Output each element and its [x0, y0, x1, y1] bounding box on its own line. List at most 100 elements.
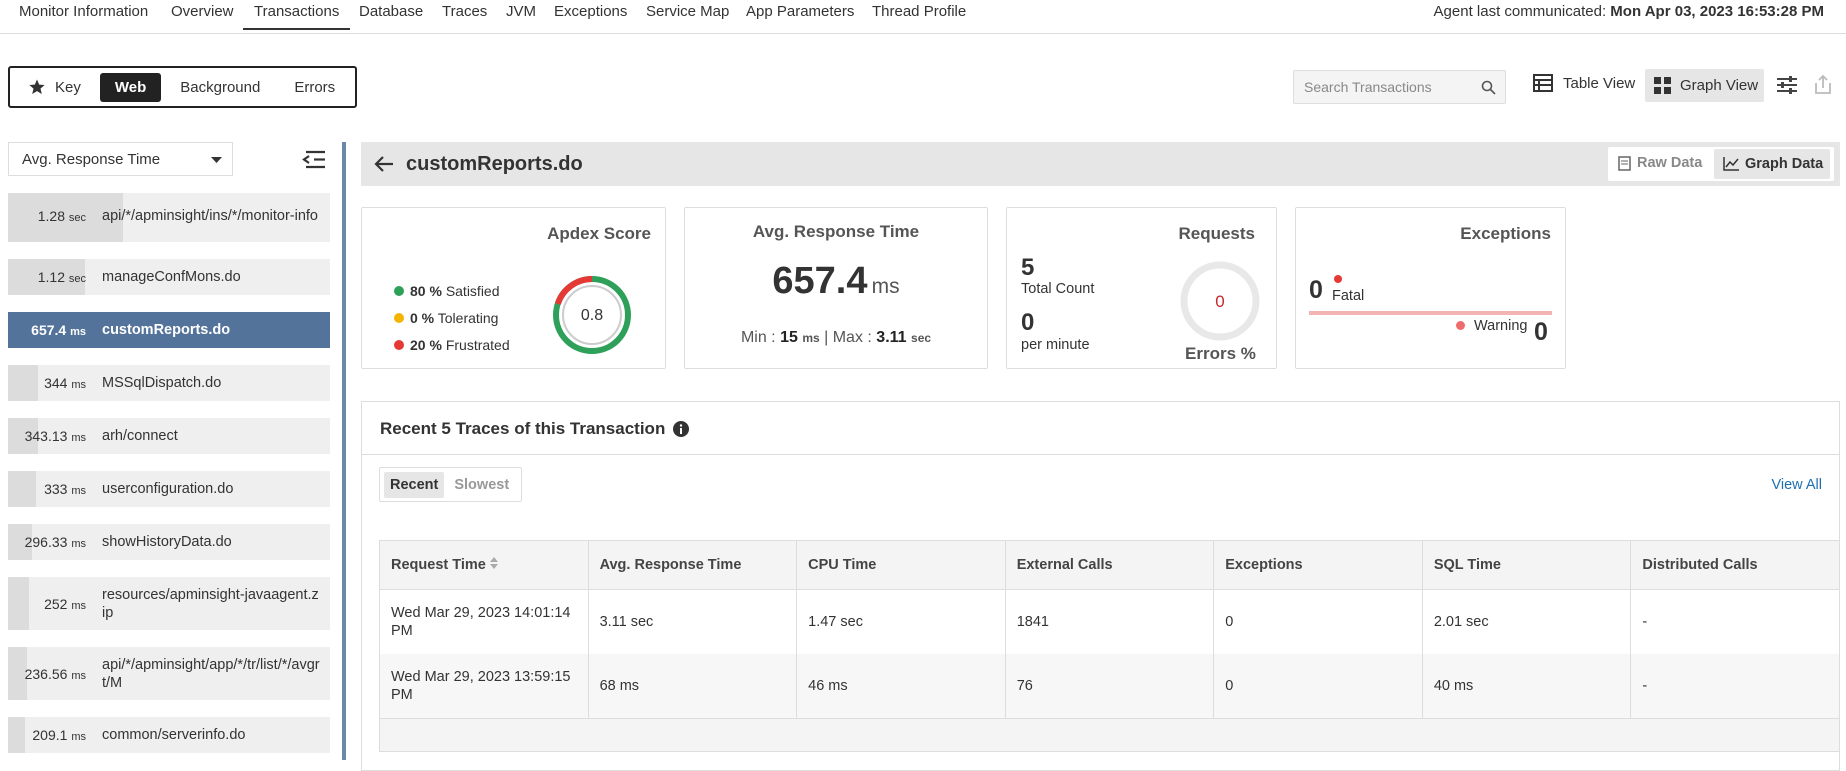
row-name: arh/connect — [102, 428, 178, 444]
chart-icon — [1723, 157, 1739, 171]
table-cell: 40 ms — [1421, 654, 1632, 719]
value: 343.13 — [24, 428, 68, 444]
unit: ms — [70, 326, 86, 338]
transaction-row[interactable]: 209.1 ms common/serverinfo.do — [8, 717, 330, 753]
filter-button[interactable]: Background — [165, 73, 275, 102]
nav-tab[interactable]: Service Map — [646, 3, 730, 20]
table-cell: 0 — [1213, 589, 1423, 654]
transaction-row[interactable]: 343.13 ms arh/connect — [8, 418, 330, 454]
search-box[interactable]: Search Transactions — [1293, 70, 1506, 104]
table-cell: - — [1630, 589, 1840, 654]
transaction-row[interactable]: 1.12 sec manageConfMons.do — [8, 259, 330, 295]
info-icon[interactable] — [673, 421, 690, 437]
row-value: 1.28 sec — [8, 208, 102, 224]
row-name: MSSqlDispatch.do — [102, 375, 222, 391]
legend-dot — [394, 340, 404, 350]
row-name: resources/apminsight-javaagent.zip — [102, 586, 319, 621]
requests-card: Requests 5 Total Count 0 per minute 0 Er… — [1006, 207, 1277, 369]
card-title: Requests — [1178, 224, 1255, 243]
traces-table: Request Time Avg. Response Time CPU Time E… — [379, 540, 1840, 752]
column-header[interactable]: Request Time — [379, 540, 589, 590]
filter-label: Web — [114, 78, 147, 96]
header-row: Request Time Avg. Response Time CPU Time E… — [379, 540, 1840, 590]
nav-tab[interactable]: JVM — [506, 3, 536, 20]
table-view-button[interactable]: Table View — [1533, 74, 1635, 92]
table-icon — [1533, 74, 1553, 92]
table-cell: 3.11 sec — [587, 589, 798, 654]
value: 252 — [44, 595, 68, 612]
nav-tab[interactable]: App Parameters — [746, 3, 855, 20]
transaction-row[interactable]: 252 ms resources/apminsight-javaagent.zip — [8, 577, 330, 630]
column-label: External Calls — [1016, 557, 1113, 573]
settings-icon[interactable] — [1777, 76, 1797, 94]
filter-label: Background — [180, 78, 261, 96]
raw-data-label: Raw Data — [1637, 155, 1703, 171]
value: 296.33 — [24, 534, 68, 550]
nav-tab[interactable]: Traces — [442, 3, 488, 20]
legend-label: Tolerating — [437, 310, 499, 326]
graph-view-button[interactable]: Graph View — [1645, 69, 1764, 102]
column-header: Distributed Calls — [1630, 540, 1840, 590]
legend-dot — [394, 286, 404, 296]
apdex-ring: 0.8 — [553, 276, 631, 354]
filter-button[interactable]: Errors — [279, 73, 350, 102]
table-cell: Wed Mar 29, 2023 14:01:14 PM — [379, 589, 589, 654]
trace-tabs: Recent Slowest — [379, 467, 522, 502]
table-footer — [379, 718, 1840, 752]
value: 1.28 — [37, 207, 65, 224]
sort-dropdown[interactable]: Avg. Response Time — [8, 142, 233, 176]
card-title: Avg. Response Time — [752, 222, 920, 241]
nav-tab[interactable]: Thread Profile — [872, 3, 967, 20]
view-all-link[interactable]: View All — [1771, 477, 1822, 493]
graph-data-button[interactable]: Graph Data — [1714, 149, 1830, 179]
fatal-dot — [1334, 275, 1342, 283]
nav-tab[interactable]: Exceptions — [554, 3, 628, 20]
row-value: 209.1 ms — [8, 727, 102, 743]
agent-label: Agent last communicated: — [1433, 3, 1607, 20]
row-name: manageConfMons.do — [102, 269, 241, 285]
nav-tab[interactable]: Database — [359, 3, 424, 20]
transaction-row[interactable]: 296.33 ms showHistoryData.do — [8, 524, 330, 560]
row-fill — [8, 193, 123, 242]
max-label: Max : — [832, 329, 872, 346]
value: 1.12 — [37, 269, 65, 285]
filter-label: Errors — [294, 78, 336, 96]
table-row: Wed Mar 29, 2023 13:59:15 PM 68 ms 46 ms 76… — [379, 654, 1840, 719]
transaction-row[interactable]: 1.28 sec api/*/apminsight/ins/*/monitor-i… — [8, 193, 330, 242]
value: 344 — [44, 375, 68, 391]
transaction-row[interactable]: 657.4 ms customReports.do — [8, 312, 330, 348]
search-placeholder: Search Transactions — [1304, 79, 1432, 95]
value: 657.4 — [31, 322, 67, 338]
min-max: Min : 15 ms | Max : 3.11 sec — [740, 329, 932, 346]
back-icon[interactable] — [374, 155, 394, 173]
export-icon[interactable] — [1814, 74, 1832, 95]
transaction-row[interactable]: 344 ms MSSqlDispatch.do — [8, 365, 330, 401]
transaction-row[interactable]: 236.56 ms api/*/apminsight/app/*/tr/list/… — [8, 647, 330, 700]
warning-dot — [1456, 321, 1465, 330]
row-name: customReports.do — [102, 322, 231, 338]
trace-tab[interactable]: Recent — [384, 471, 445, 498]
errors-value: 0 — [1215, 292, 1224, 311]
row-value: 343.13 ms — [8, 428, 102, 444]
table-view-label: Table View — [1563, 74, 1636, 92]
trace-tab[interactable]: Slowest — [454, 476, 510, 493]
nav-tab[interactable]: Monitor Information — [19, 3, 149, 20]
transaction-row[interactable]: 333 ms userconfiguration.do — [8, 471, 330, 507]
collapse-icon[interactable] — [302, 150, 326, 169]
column-label: CPU Time — [808, 557, 877, 573]
filter-button[interactable]: Key — [14, 73, 96, 102]
data-toggle: Raw Data Graph Data — [1608, 147, 1834, 181]
legend-pct: 80 % — [410, 283, 442, 299]
nav-tab[interactable]: Transactions — [243, 3, 351, 30]
raw-data-button[interactable]: Raw Data — [1618, 155, 1702, 171]
exceptions-bar — [1309, 311, 1552, 315]
min: 15 — [780, 329, 798, 346]
nav-tab[interactable]: Overview — [171, 3, 234, 20]
legend-pct: 0 % — [410, 310, 435, 326]
column-label: Exceptions — [1225, 557, 1303, 573]
row-fill — [8, 471, 36, 507]
filter-button[interactable]: Web — [99, 72, 162, 102]
legend-item: 0 % Tolerating — [394, 305, 510, 332]
errors-label: Errors % — [1185, 344, 1256, 363]
fatal-label: Fatal — [1332, 288, 1365, 304]
